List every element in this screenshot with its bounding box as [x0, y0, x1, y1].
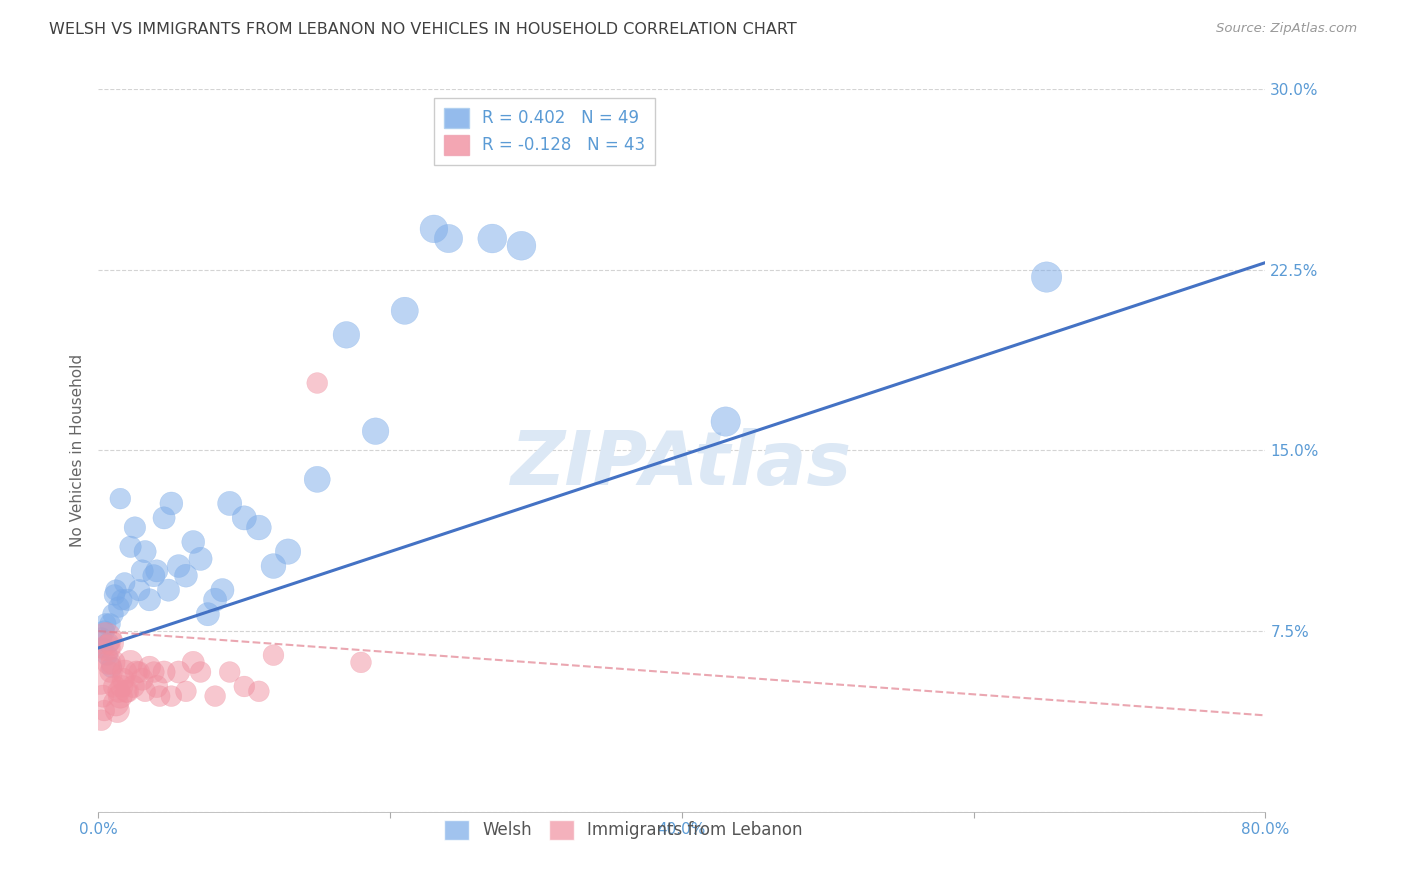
Point: [93, 704, 115, 718]
Point: [111, 592, 134, 607]
Point: [97, 656, 120, 670]
Point: [160, 496, 183, 510]
Point: [94, 616, 117, 631]
Y-axis label: No Vehicles in Household: No Vehicles in Household: [69, 354, 84, 547]
Point: [122, 680, 145, 694]
Point: [181, 656, 204, 670]
Point: [197, 607, 219, 622]
Point: [90, 632, 112, 646]
Point: [247, 684, 270, 698]
Point: [350, 656, 373, 670]
Point: [233, 680, 256, 694]
Legend: Welsh, Immigrants from Lebanon: Welsh, Immigrants from Lebanon: [437, 814, 810, 847]
Point: [111, 680, 134, 694]
Point: [100, 660, 122, 674]
Point: [100, 636, 122, 650]
Point: [190, 665, 212, 679]
Point: [146, 680, 169, 694]
Point: [149, 689, 172, 703]
Point: [167, 559, 190, 574]
Point: [510, 238, 533, 253]
Point: [117, 684, 139, 698]
Point: [91, 689, 114, 703]
Point: [437, 231, 460, 245]
Point: [134, 544, 156, 558]
Point: [96, 648, 118, 662]
Point: [138, 660, 160, 674]
Point: [364, 424, 387, 438]
Point: [218, 496, 240, 510]
Point: [174, 684, 197, 698]
Point: [174, 568, 197, 582]
Point: [115, 684, 138, 698]
Point: [124, 520, 146, 534]
Point: [96, 640, 118, 655]
Point: [131, 673, 153, 687]
Point: [120, 540, 142, 554]
Point: [146, 564, 169, 578]
Point: [138, 592, 160, 607]
Point: [117, 592, 139, 607]
Point: [101, 607, 124, 622]
Point: [307, 472, 329, 486]
Point: [1035, 270, 1057, 285]
Point: [204, 689, 226, 703]
Point: [97, 636, 120, 650]
Point: [262, 648, 284, 662]
Point: [98, 616, 121, 631]
Point: [153, 665, 176, 679]
Point: [125, 665, 148, 679]
Point: [714, 415, 737, 429]
Point: [94, 632, 117, 646]
Point: [101, 656, 124, 670]
Point: [142, 568, 165, 582]
Point: [108, 599, 131, 614]
Point: [167, 665, 190, 679]
Point: [120, 656, 142, 670]
Point: [112, 673, 135, 687]
Point: [211, 583, 233, 598]
Point: [110, 689, 132, 703]
Point: [131, 564, 153, 578]
Point: [277, 544, 299, 558]
Point: [104, 583, 127, 598]
Point: [233, 511, 256, 525]
Point: [481, 231, 503, 245]
Point: [160, 689, 183, 703]
Point: [103, 588, 125, 602]
Point: [103, 680, 125, 694]
Point: [108, 684, 131, 698]
Text: ZIPAtlas: ZIPAtlas: [512, 428, 852, 501]
Text: WELSH VS IMMIGRANTS FROM LEBANON NO VEHICLES IN HOUSEHOLD CORRELATION CHART: WELSH VS IMMIGRANTS FROM LEBANON NO VEHI…: [49, 22, 797, 37]
Point: [134, 684, 156, 698]
Point: [90, 713, 112, 727]
Point: [247, 520, 270, 534]
Text: Source: ZipAtlas.com: Source: ZipAtlas.com: [1216, 22, 1357, 36]
Point: [128, 583, 150, 598]
Point: [89, 665, 111, 679]
Point: [262, 559, 284, 574]
Point: [98, 665, 121, 679]
Point: [204, 592, 226, 607]
Point: [128, 665, 150, 679]
Point: [335, 327, 357, 342]
Point: [153, 511, 176, 525]
Point: [93, 624, 115, 639]
Point: [114, 576, 136, 591]
Point: [307, 376, 329, 390]
Point: [110, 491, 132, 506]
Point: [423, 222, 446, 236]
Point: [190, 551, 212, 566]
Point: [104, 696, 127, 710]
Point: [218, 665, 240, 679]
Point: [181, 535, 204, 549]
Point: [394, 303, 416, 318]
Point: [91, 640, 114, 655]
Point: [114, 665, 136, 679]
Point: [142, 665, 165, 679]
Point: [105, 704, 128, 718]
Point: [157, 583, 180, 598]
